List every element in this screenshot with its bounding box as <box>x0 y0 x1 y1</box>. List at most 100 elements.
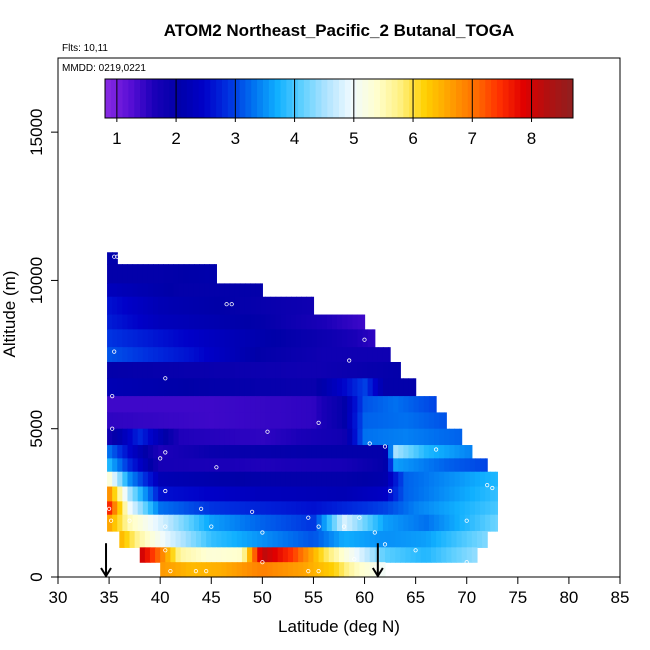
sample-point <box>260 530 265 535</box>
heatmap-cell <box>265 445 272 459</box>
heatmap-cell <box>290 396 297 413</box>
heatmap-cell <box>173 514 180 532</box>
heatmap-cell <box>282 547 289 563</box>
heatmap-cell <box>153 501 159 516</box>
heatmap-cell <box>321 361 328 379</box>
heatmap-cell <box>342 396 348 413</box>
heatmap-cell <box>117 514 123 532</box>
heatmap-cell <box>293 562 299 578</box>
heatmap-cell <box>352 329 358 348</box>
colorbar-segment <box>555 79 562 118</box>
heatmap-cell <box>193 283 200 298</box>
heatmap-cell <box>229 445 236 459</box>
y-axis-tick-label: 10000 <box>27 257 46 304</box>
heatmap-cell <box>234 458 241 473</box>
heatmap-cell <box>147 314 154 330</box>
heatmap-cell <box>388 396 394 413</box>
heatmap-cell <box>428 458 435 473</box>
heatmap-cell <box>112 329 118 348</box>
heatmap-cell <box>459 471 466 488</box>
heatmap-cell <box>308 547 315 563</box>
heatmap-cell <box>250 501 256 516</box>
heatmap-cell <box>362 428 369 446</box>
heatmap-cell <box>239 296 246 316</box>
heatmap-cell <box>153 264 159 284</box>
heatmap-cell <box>367 361 374 379</box>
heatmap-cell <box>413 501 420 516</box>
heatmap-cell <box>439 412 445 430</box>
heatmap-cell <box>316 378 323 397</box>
colorbar-frame <box>104 78 574 119</box>
heatmap-cell <box>260 329 267 348</box>
heatmap-cell <box>287 547 294 563</box>
heatmap-cell <box>185 547 192 563</box>
heatmap-cell <box>265 471 272 488</box>
heatmap-cell <box>336 329 343 348</box>
heatmap-cell <box>193 458 200 473</box>
heatmap-cell <box>352 396 358 413</box>
heatmap-cell <box>454 501 461 516</box>
heatmap-cell <box>199 471 205 488</box>
heatmap-cell <box>423 428 430 446</box>
heatmap-cell <box>214 445 221 459</box>
heatmap-cell <box>127 283 134 298</box>
heatmap-cell <box>280 471 287 488</box>
x-axis-tick-label: 85 <box>611 588 630 607</box>
heatmap-cell <box>316 501 323 516</box>
colorbar-segment <box>262 79 270 118</box>
heatmap-cell <box>301 378 307 397</box>
heatmap-cell <box>257 531 263 548</box>
heatmap-cell <box>188 296 195 316</box>
heatmap-cell <box>290 486 297 502</box>
sample-point <box>214 465 219 470</box>
heatmap-cell <box>214 396 221 413</box>
heatmap-cell <box>377 514 384 532</box>
heatmap-cell <box>147 458 154 473</box>
colorbar-segment <box>163 79 170 118</box>
heatmap-cell <box>153 378 159 397</box>
colorbar-segment <box>309 79 317 118</box>
heatmap-cell <box>117 445 123 459</box>
sample-point <box>158 456 163 461</box>
heatmap-cell <box>408 471 415 488</box>
heatmap-cell <box>439 445 445 459</box>
heatmap-cell <box>204 486 210 502</box>
heatmap-cell <box>209 412 215 430</box>
heatmap-cell <box>107 445 113 459</box>
heatmap-cell <box>352 361 358 379</box>
heatmap-cell <box>204 396 210 413</box>
heatmap-cell <box>132 347 139 363</box>
heatmap-cell <box>290 445 297 459</box>
heatmap-cell <box>234 501 241 516</box>
heatmap-cell <box>211 547 217 563</box>
heatmap-cell <box>296 501 302 516</box>
heatmap-cell <box>296 361 302 379</box>
heatmap-cell <box>367 412 374 430</box>
heatmap-cell <box>280 361 287 379</box>
heatmap-cell <box>285 471 292 488</box>
sample-point <box>413 548 418 553</box>
heatmap-cell <box>459 501 466 516</box>
colorbar-segment <box>145 79 153 118</box>
heatmap-cell <box>434 486 440 502</box>
sample-point <box>193 568 198 574</box>
colorbar-tick-label: 3 <box>231 129 240 148</box>
heatmap-cell <box>211 531 217 548</box>
heatmap-cell <box>178 458 185 473</box>
colorbar-segment <box>514 79 521 118</box>
heatmap-cell <box>418 501 425 516</box>
heatmap-cell <box>229 471 236 488</box>
sample-point <box>367 441 372 446</box>
colorbar-segment <box>157 79 164 118</box>
heatmap-cell <box>461 531 468 548</box>
heatmap-cell <box>382 412 389 430</box>
heatmap-cell <box>173 396 180 413</box>
heatmap-cell <box>357 396 364 413</box>
heatmap-cell <box>301 347 307 363</box>
heatmap-cell <box>290 361 297 379</box>
heatmap-cell <box>260 347 267 363</box>
y-axis: 0 5000 10000 15000 <box>27 109 58 582</box>
heatmap-cell <box>339 531 345 548</box>
heatmap-cell <box>311 445 318 459</box>
heatmap-cell <box>168 347 175 363</box>
